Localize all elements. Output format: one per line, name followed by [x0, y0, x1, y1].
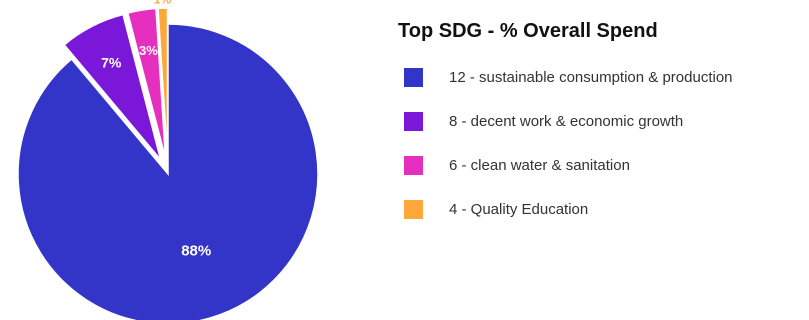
legend-swatch-sdg-12 — [404, 67, 423, 87]
legend-label-sdg-4: 4 - Quality Education — [449, 200, 589, 218]
legend-swatch-sdg-6 — [404, 155, 423, 175]
legend-item-sdg-4[interactable]: 4 - Quality Education — [404, 198, 733, 220]
pie-slice-label-3: 1% — [154, 0, 172, 6]
pie-slice-1[interactable] — [63, 13, 162, 161]
chart-title: Top SDG - % Overall Spend — [398, 20, 658, 42]
pie-slice-3[interactable] — [157, 7, 169, 159]
pie-slice-0[interactable] — [17, 23, 319, 320]
pie-slice-2[interactable] — [126, 7, 167, 159]
legend-item-sdg-8[interactable]: 8 - decent work & economic growth — [404, 110, 733, 132]
legend-item-sdg-12[interactable]: 12 - sustainable consumption & productio… — [404, 66, 733, 88]
legend-swatch-sdg-4 — [404, 199, 423, 219]
pie-slice-label-1: 7% — [101, 54, 122, 70]
pie-slice-label-0: 88% — [181, 242, 211, 259]
legend-item-sdg-6[interactable]: 6 - clean water & sanitation — [404, 154, 733, 176]
legend-swatch-sdg-8 — [404, 111, 423, 131]
pie-chart: 88% 7% 3% 1% — [17, 0, 319, 320]
legend-label-sdg-12: 12 - sustainable consumption & productio… — [449, 68, 733, 86]
legend: 12 - sustainable consumption & productio… — [404, 66, 733, 242]
legend-label-sdg-8: 8 - decent work & economic growth — [449, 112, 684, 130]
pie-slice-label-2: 3% — [139, 43, 158, 58]
legend-label-sdg-6: 6 - clean water & sanitation — [449, 156, 630, 174]
